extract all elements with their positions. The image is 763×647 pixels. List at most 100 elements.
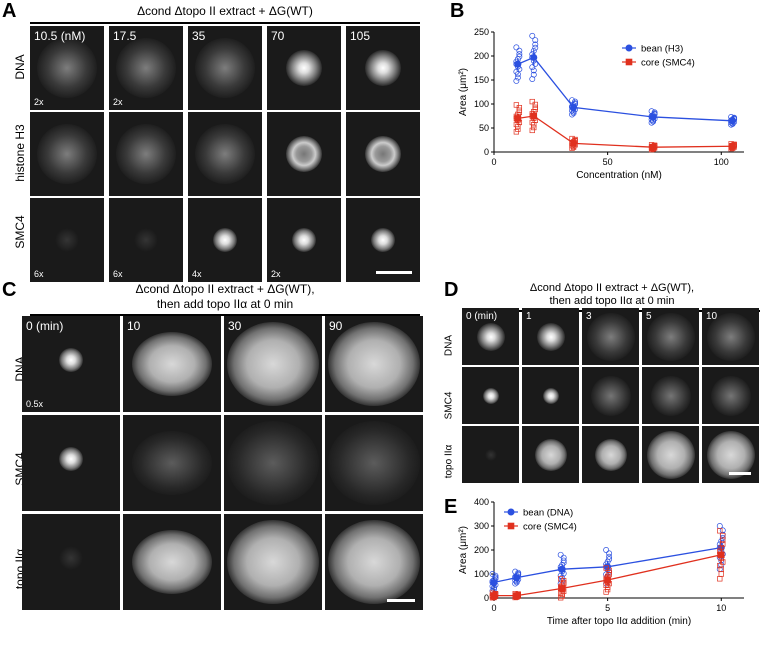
point-0-2-6: [569, 97, 575, 104]
point-0-1-0: [529, 76, 536, 82]
panel-a-row-h3: histone H3: [13, 124, 27, 182]
point-0-1-2: [532, 60, 539, 67]
panel-d-tile-smc-3: [642, 367, 699, 424]
panel-letter-b: B: [450, 0, 465, 22]
mean-1-4: [729, 142, 736, 150]
panel-d-row-dna: DNA: [443, 334, 455, 357]
point-1-0-0: [513, 129, 520, 135]
y-tick-label-5: 250: [474, 27, 489, 37]
legend-label-0: bean (DNA): [523, 508, 573, 519]
point-0-2-0: [569, 111, 575, 118]
point-0-1-11: [532, 44, 539, 51]
panel-d-col-label-0: 0 (min): [466, 311, 498, 322]
panel-d-col-label-2: 3: [586, 311, 592, 322]
legend-label-1: core (SMC4): [523, 522, 577, 533]
point-0-0-6: [489, 571, 496, 577]
panel-c-blob-smc-0: [59, 447, 83, 471]
point-1-3-7: [604, 586, 611, 593]
panel-a-tile-dna-2: 35: [188, 26, 262, 110]
y-tick-label-2: 100: [474, 99, 489, 109]
panel-d-tile-dna-0: 0 (min): [462, 308, 519, 365]
panel-b-chart: 0 50 100 150 200 250 0 50 100 Concentration (nM) A…: [458, 27, 744, 181]
panel-a-tile-h3-3: [267, 112, 341, 196]
panel-c-tile-topo-1: [123, 514, 221, 610]
panel-a-mag-dna-1: 2x: [113, 97, 123, 107]
y-tick-label-3: 300: [474, 521, 489, 531]
point-1-4-6: [717, 528, 723, 534]
panel-d-tile-dna-3: 5: [642, 308, 699, 365]
point-1-2-7: [559, 593, 565, 599]
panel-c-mag-dna-0: 0.5x: [26, 399, 44, 409]
panel-a-blob-smc-1: [134, 228, 158, 252]
panel-a-mag-dna-0: 2x: [34, 97, 44, 107]
mean-1-3: [649, 143, 657, 151]
series-line-1: [517, 115, 733, 148]
point-1-0-11: [516, 109, 523, 116]
point-1-4-0: [717, 576, 723, 582]
point-0-3-11: [606, 556, 613, 563]
point-0-1-8: [532, 37, 539, 44]
point-0-2-5: [560, 557, 567, 564]
panel-letter-c: C: [2, 279, 17, 301]
panel-d-tile-dna-2: 3: [582, 308, 639, 365]
panel-c-tile-topo-2: [224, 514, 322, 610]
point-0-2-12: [557, 572, 564, 579]
x-axis-label: Concentration (nM): [576, 170, 662, 181]
panel-c-tile-dna-3: 90: [325, 316, 423, 412]
panel-d-blob-smc-0: [482, 387, 499, 404]
panel-c-blob-dna-0: [59, 348, 83, 372]
x-tick-label-0: 0: [491, 157, 496, 167]
panel-c-col-label-0: 0 (min): [26, 319, 64, 333]
panel-a-blob-dna-3: [286, 50, 322, 86]
panel-a-tile-h3-2: [188, 112, 262, 196]
x-axis-label: Time after topo IIα addition (min): [547, 616, 691, 627]
point-1-0-6: [513, 102, 520, 108]
panel-c-tile-dna-0: 0 (min) 0.5x: [22, 316, 120, 412]
mean-0-2: [558, 565, 566, 573]
panel-a-mag-smc-1: 6x: [113, 269, 123, 279]
panel-c-blob-topo-1: [132, 530, 212, 594]
panel-d-tile-smc-0: [462, 367, 519, 424]
legend-marker-0: [625, 44, 633, 52]
panel-letter-e: E: [444, 496, 458, 518]
panel-a-tile-smc-2: 4x: [188, 198, 262, 282]
panel-letter-a: A: [2, 0, 17, 22]
panel-d-blob-topo-2: [594, 438, 627, 471]
point-0-1-7: [530, 71, 537, 78]
point-1-1-11: [532, 106, 538, 113]
point-0-0-11: [516, 53, 523, 60]
panel-a-mag-smc-3: 2x: [271, 269, 281, 279]
panel-a-col-label-1: 17.5: [113, 29, 137, 43]
panel-a-blob-smc-4: [371, 228, 395, 252]
panel-c-tile-smc-3: [325, 415, 423, 511]
panel-c-scalebar: [387, 599, 415, 602]
panel-a-mag-smc-0: 6x: [34, 269, 44, 279]
y-tick-label-0: 0: [484, 147, 489, 157]
legend-marker-1: [507, 522, 515, 530]
panel-c-tile-dna-2: 30: [224, 316, 322, 412]
mean-0-4: [729, 117, 737, 125]
panel-d-blob-dna-3: [646, 312, 695, 361]
panel-a-blob-h3-0: [37, 124, 97, 184]
mean-0-2: [570, 103, 578, 111]
panel-d-blob-smc-2: [590, 375, 631, 416]
point-0-1-1: [530, 67, 537, 74]
panel-d-title-2: then add topo IIα at 0 min: [549, 295, 675, 307]
y-axis-label: Area (μm²): [458, 68, 469, 116]
panel-d-tile-smc-4: [702, 367, 759, 424]
point-0-1-12: [529, 64, 536, 71]
y-tick-label-0: 0: [484, 593, 489, 603]
mean-0-1: [513, 574, 521, 582]
mean-1-3: [604, 576, 611, 584]
panel-c-tile-topo-0: [22, 514, 120, 610]
panel-d-tile-topo-0: [462, 426, 519, 483]
point-1-4-8: [720, 532, 726, 539]
point-1-4-12: [717, 562, 723, 569]
legend-label-1: core (SMC4): [641, 58, 695, 69]
panel-c-title-1: Δcond Δtopo II extract + ΔG(WT),: [135, 282, 315, 296]
panel-a-row-dna: DNA: [13, 54, 27, 80]
point-0-3-5: [606, 553, 613, 560]
panel-a-tile-smc-4: [346, 198, 420, 282]
panel-c-col-label-2: 30: [228, 319, 242, 333]
